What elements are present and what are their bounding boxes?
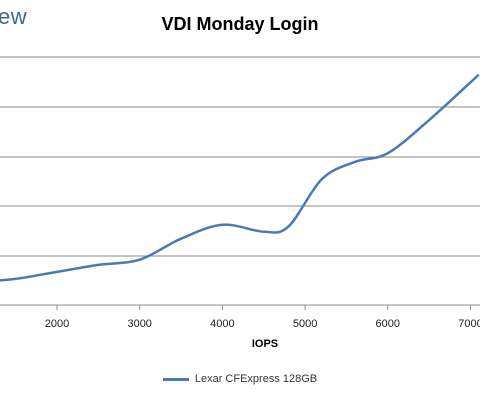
x-axis: 2000 3000 4000 5000 6000 7000 bbox=[45, 305, 480, 330]
series-layer bbox=[0, 73, 480, 282]
series-line bbox=[0, 73, 480, 282]
x-axis-label: IOPS bbox=[251, 338, 279, 350]
x-tick-label: 5000 bbox=[293, 318, 317, 330]
gridlines bbox=[0, 56, 480, 306]
x-tick-label: 7000 bbox=[458, 318, 480, 330]
chart-title: VDI Monday Login bbox=[161, 14, 319, 34]
legend: Lexar CFExpress 128GB bbox=[0, 373, 480, 385]
x-tick-label: 4000 bbox=[210, 318, 234, 330]
legend-swatch bbox=[162, 377, 189, 381]
legend-label: Lexar CFExpress 128GB bbox=[194, 373, 318, 385]
x-tick-label: 3000 bbox=[127, 318, 151, 330]
brand-logo-text: ew bbox=[0, 4, 28, 29]
x-tick-label: 2000 bbox=[45, 318, 69, 330]
x-tick-label: 6000 bbox=[376, 318, 400, 330]
